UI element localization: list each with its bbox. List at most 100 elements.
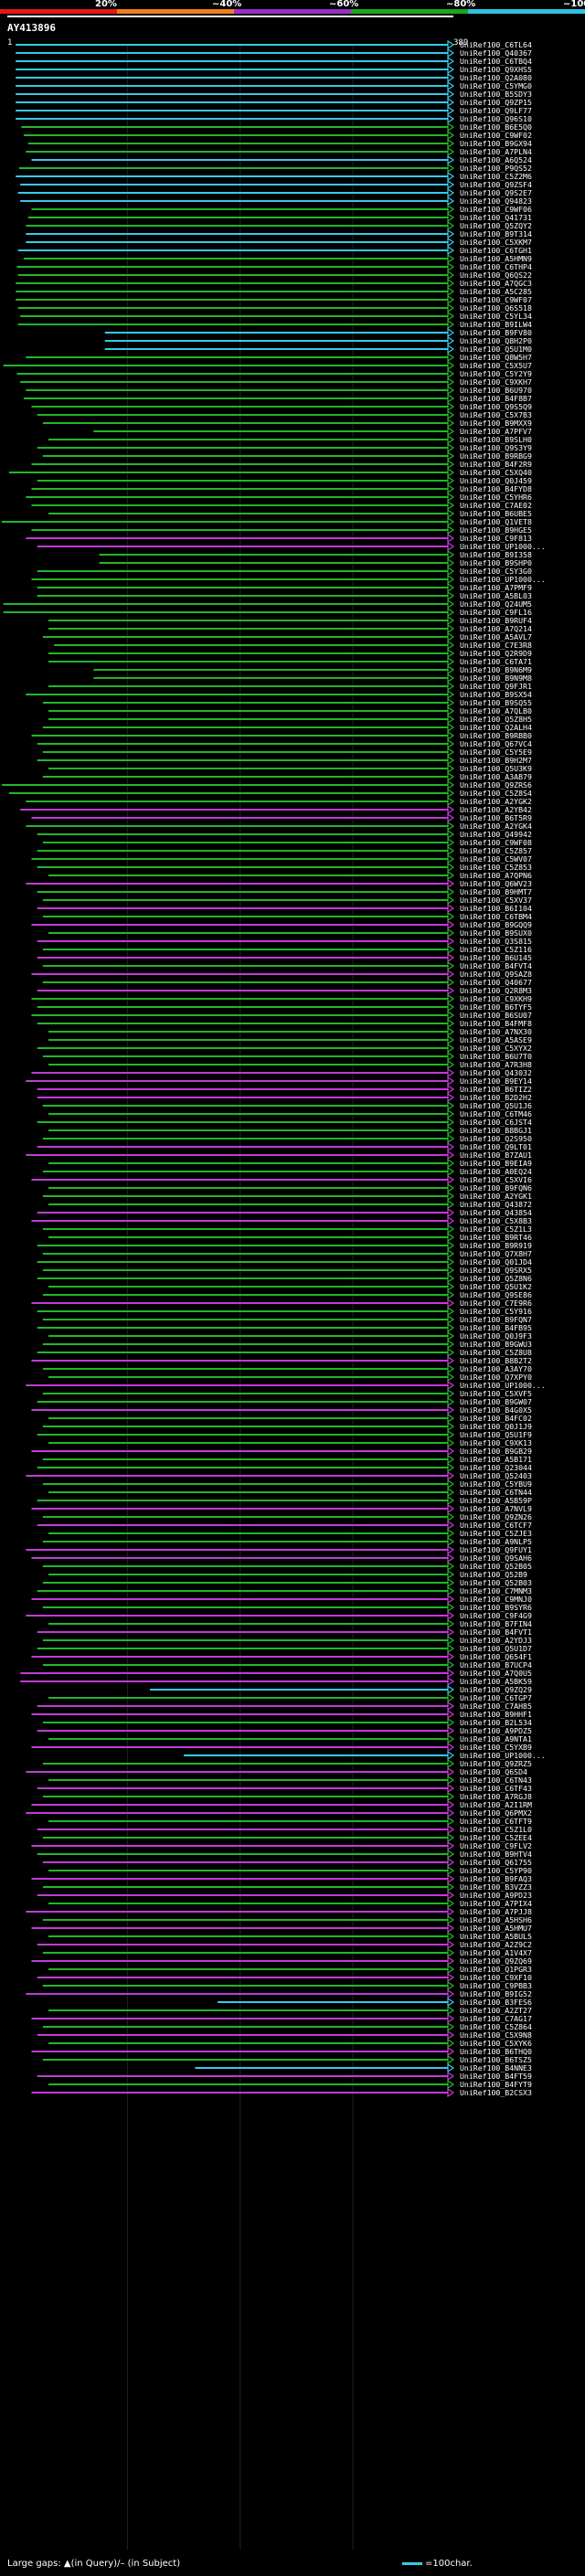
hit-row[interactable]: UniRef100_Q9ZN26 [42,1511,532,1522]
hit-label[interactable]: UniRef100_C9XKH9 [460,994,532,1003]
hit-row[interactable]: UniRef100_Q6QS22 [17,270,532,281]
hit-label[interactable]: UniRef100_Q9XHS5 [460,65,532,74]
hit-row[interactable]: UniRef100_C9FL16 [3,607,532,618]
hit-label[interactable]: UniRef100_A6Q524 [460,155,532,164]
hit-row[interactable]: UniRef100_C9XK13 [48,1437,532,1448]
hit-row[interactable]: UniRef100_B9R919 [37,1240,532,1251]
hit-row[interactable]: UniRef100_C5Y2Y9 [16,368,532,379]
hit-label[interactable]: UniRef100_Q3S815 [460,937,532,946]
hit-row[interactable]: UniRef100_C9WF07 [16,294,532,305]
hit-label[interactable]: UniRef100_C5WV07 [460,854,532,864]
hit-label[interactable]: UniRef100_B6T5R9 [460,813,532,822]
hit-row[interactable]: UniRef100_A9PD23 [37,1890,532,1901]
hit-label[interactable]: UniRef100_C6TA71 [460,657,532,666]
hit-label[interactable]: UniRef100_B7ZAU1 [460,1150,532,1160]
hit-row[interactable]: UniRef100_B9HGE5 [31,525,532,535]
hit-label[interactable]: UniRef100_B6U145 [460,953,532,962]
hit-row[interactable]: UniRef100_C5Z864 [42,2021,532,2032]
hit-label[interactable]: UniRef100_Q6WV23 [460,879,532,888]
hit-label[interactable]: UniRef100_Q43854 [460,1208,532,1217]
hit-label[interactable]: UniRef100_C5YL34 [460,312,532,321]
hit-row[interactable]: UniRef100_Q9XHS5 [16,64,532,75]
hit-label[interactable]: UniRef100_B4FMF8 [460,1019,532,1028]
hit-row[interactable]: UniRef100_A2I1RM [31,1799,532,1810]
hit-row[interactable]: UniRef100_C5XVI6 [31,1174,532,1185]
hit-row[interactable]: UniRef100_Q8W5H7 [26,352,532,363]
hit-label[interactable]: UniRef100_B4FVT4 [460,961,532,970]
hit-row[interactable]: UniRef100_C7AH85 [37,1701,532,1712]
hit-row[interactable]: UniRef100_C6TBM4 [42,911,532,922]
hit-row[interactable]: UniRef100_A0EQ24 [42,1166,532,1177]
hit-label[interactable]: UniRef100_C5Z2M6 [460,172,532,181]
hit-row[interactable]: UniRef100_C6TN44 [48,1487,532,1498]
hit-row[interactable]: UniRef100_B9T314 [26,228,532,239]
hit-label[interactable]: UniRef100_Q5U1K2 [460,1282,532,1291]
hit-row[interactable]: UniRef100_Q7XPY0 [48,1372,532,1383]
hit-row[interactable]: UniRef100_B9EY14 [26,1076,532,1087]
hit-row[interactable]: UniRef100_C6TFT9 [48,1816,532,1827]
hit-label[interactable]: UniRef100_B9SUX0 [460,928,532,938]
hit-row[interactable]: UniRef100_Q6SD4 [26,1766,527,1777]
hit-label[interactable]: UniRef100_Q9LT01 [460,1142,532,1151]
hit-row[interactable]: UniRef100_Q24UM5 [3,599,532,610]
hit-row[interactable]: UniRef100_Q5ZQY2 [26,220,532,231]
hit-label[interactable]: UniRef100_B6THQ0 [460,2047,532,2056]
hit-label[interactable]: UniRef100_C5XYK6 [460,2039,532,2048]
hit-row[interactable]: UniRef100_C7MNM3 [37,1585,532,1596]
hit-row[interactable]: UniRef100_Q1VET8 [2,516,532,527]
hit-label[interactable]: UniRef100_B9GW07 [460,1397,532,1406]
hit-row[interactable]: UniRef100_B9SX54 [26,689,532,700]
hit-label[interactable]: UniRef100_B6E5Q0 [460,122,532,132]
hit-label[interactable]: UniRef100_B6I104 [460,904,532,913]
hit-row[interactable]: UniRef100_A7R3H8 [48,1059,532,1070]
hit-row[interactable]: UniRef100_B9GX94 [27,138,532,149]
hit-row[interactable]: UniRef100_C5Z116 [42,944,532,955]
hit-label[interactable]: UniRef100_C5Z857 [460,846,532,855]
hit-row[interactable]: UniRef100_Q8H2P0 [104,335,532,346]
hit-row[interactable]: UniRef100_B4FYD8 [31,483,532,494]
hit-label[interactable]: UniRef100_C5Z116 [460,945,532,954]
hit-row[interactable]: UniRef100_Q9FJR1 [48,681,532,692]
hit-label[interactable]: UniRef100_A5B59P [460,1496,532,1505]
hit-row[interactable]: UniRef100_C6JST4 [37,1117,532,1128]
hit-label[interactable]: UniRef100_A7QLB0 [460,706,532,716]
hit-label[interactable]: UniRef100_Q2S950 [460,1134,532,1143]
hit-label[interactable]: UniRef100_C5YBU9 [460,1479,532,1489]
hit-row[interactable]: UniRef100_A2Z9C2 [37,1939,532,1950]
hit-row[interactable]: UniRef100_A7PLN4 [26,146,532,157]
hit-row[interactable]: UniRef100_B9GWU3 [42,1339,532,1350]
hit-label[interactable]: UniRef100_C5XQ40 [460,468,532,477]
hit-label[interactable]: UniRef100_Q9ZSF4 [460,180,532,189]
hit-row[interactable]: UniRef100_Q52403 [26,1470,532,1481]
hit-row[interactable]: UniRef100_C5Z2M6 [16,171,532,182]
hit-row[interactable]: UniRef100_A7PMF9 [37,582,532,593]
hit-label[interactable]: UniRef100_C6TCF7 [460,1521,532,1530]
hit-label[interactable]: UniRef100_B4F2R9 [460,460,532,469]
hit-row[interactable]: UniRef100_B4FB95 [37,1322,532,1333]
hit-label[interactable]: UniRef100_C5YP90 [460,1866,532,1875]
hit-row[interactable]: UniRef100_B4F2R9 [31,459,532,470]
hit-label[interactable]: UniRef100_Q5Z8N6 [460,1274,532,1283]
hit-row[interactable]: UniRef100_A7Q0U5 [20,1668,532,1679]
hit-label[interactable]: UniRef100_A5HSH6 [460,1915,532,1924]
hit-row[interactable]: UniRef100_C6TBQ4 [16,56,532,67]
hit-label[interactable]: UniRef100_C6JST4 [460,1118,532,1127]
hit-row[interactable]: UniRef100_B4G0X5 [31,1405,532,1415]
hit-label[interactable]: UniRef100_A5BL03 [460,591,532,600]
hit-row[interactable]: UniRef100_Q2R8M3 [37,985,532,996]
hit-row[interactable]: UniRef100_Q1PGR3 [48,1964,532,1975]
hit-label[interactable]: UniRef100_B2L534 [460,1718,532,1727]
hit-row[interactable]: UniRef100_B5SDY3 [16,89,532,100]
hit-row[interactable]: UniRef100_C9WF02 [23,130,532,141]
hit-row[interactable]: UniRef100_A5B171 [42,1454,532,1465]
hit-row[interactable]: UniRef100_Q5U1D7 [37,1643,532,1654]
hit-label[interactable]: UniRef100_B9HMT7 [460,887,532,896]
hit-label[interactable]: UniRef100_B9EIA9 [460,1159,532,1168]
hit-label[interactable]: UniRef100_B9N6M9 [460,665,532,674]
hit-label[interactable]: UniRef100_C5Z8S4 [460,789,532,798]
hit-row[interactable]: UniRef100_B9N6M9 [93,664,532,675]
hit-label[interactable]: UniRef100_B6UBE5 [460,509,532,518]
hit-label[interactable]: UniRef100_Q6SD4 [460,1767,527,1776]
hit-label[interactable]: UniRef100_C5X7B3 [460,410,532,419]
hit-label[interactable]: UniRef100_B9IG52 [460,1989,532,1998]
